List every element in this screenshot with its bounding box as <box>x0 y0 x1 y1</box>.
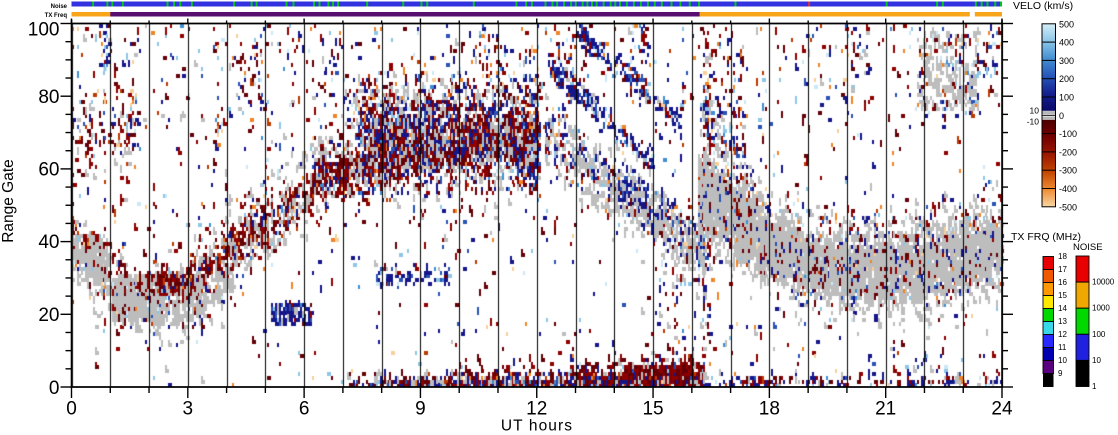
svg-text:15: 15 <box>1058 291 1067 300</box>
svg-text:-300: -300 <box>1059 166 1077 176</box>
svg-text:1000: 1000 <box>1092 304 1110 313</box>
svg-text:13: 13 <box>1058 317 1067 326</box>
svg-text:200: 200 <box>1059 74 1074 84</box>
svg-text:0: 0 <box>1059 111 1064 121</box>
svg-text:Range Gate: Range Gate <box>0 159 17 243</box>
svg-text:40: 40 <box>38 232 59 253</box>
svg-text:Noise: Noise <box>51 4 68 10</box>
svg-text:15: 15 <box>642 399 663 420</box>
svg-text:TX Freq: TX Freq <box>45 13 68 19</box>
svg-text:9: 9 <box>1058 369 1063 378</box>
svg-text:11: 11 <box>1058 343 1067 352</box>
svg-text:0: 0 <box>49 378 60 399</box>
svg-text:400: 400 <box>1059 38 1074 48</box>
svg-text:20: 20 <box>38 305 59 326</box>
svg-text:-500: -500 <box>1059 202 1077 212</box>
svg-text:9: 9 <box>415 399 426 420</box>
svg-text:0: 0 <box>66 399 77 420</box>
svg-text:14: 14 <box>1058 304 1067 313</box>
svg-text:500: 500 <box>1059 19 1074 29</box>
svg-text:100: 100 <box>28 19 60 40</box>
svg-text:-100: -100 <box>1059 129 1077 139</box>
svg-text:100: 100 <box>1059 93 1074 103</box>
svg-text:6: 6 <box>299 399 310 420</box>
svg-text:21: 21 <box>875 399 896 420</box>
svg-text:10: 10 <box>1092 356 1101 365</box>
svg-text:24: 24 <box>991 399 1013 420</box>
svg-text:17: 17 <box>1058 265 1067 274</box>
svg-text:18: 18 <box>1058 252 1067 261</box>
svg-text:80: 80 <box>38 87 59 108</box>
svg-text:UT hours: UT hours <box>501 418 573 435</box>
svg-text:100: 100 <box>1092 330 1106 339</box>
svg-text:10: 10 <box>1030 106 1040 116</box>
svg-text:TX FRQ (MHz): TX FRQ (MHz) <box>1011 231 1081 243</box>
svg-text:-10: -10 <box>1027 117 1040 127</box>
svg-text:12: 12 <box>1058 330 1067 339</box>
svg-text:10: 10 <box>1058 356 1067 365</box>
svg-text:1: 1 <box>1092 382 1097 391</box>
svg-text:-400: -400 <box>1059 184 1077 194</box>
svg-text:-200: -200 <box>1059 147 1077 157</box>
svg-text:10000: 10000 <box>1092 278 1115 287</box>
svg-text:NOISE: NOISE <box>1073 242 1103 253</box>
svg-text:16: 16 <box>1058 278 1067 287</box>
svg-text:60: 60 <box>38 160 59 181</box>
svg-text:300: 300 <box>1059 56 1074 66</box>
svg-text:12: 12 <box>526 399 547 420</box>
svg-text:18: 18 <box>759 399 780 420</box>
svg-text:VELO (km/s): VELO (km/s) <box>1013 0 1073 12</box>
svg-text:3: 3 <box>183 399 194 420</box>
